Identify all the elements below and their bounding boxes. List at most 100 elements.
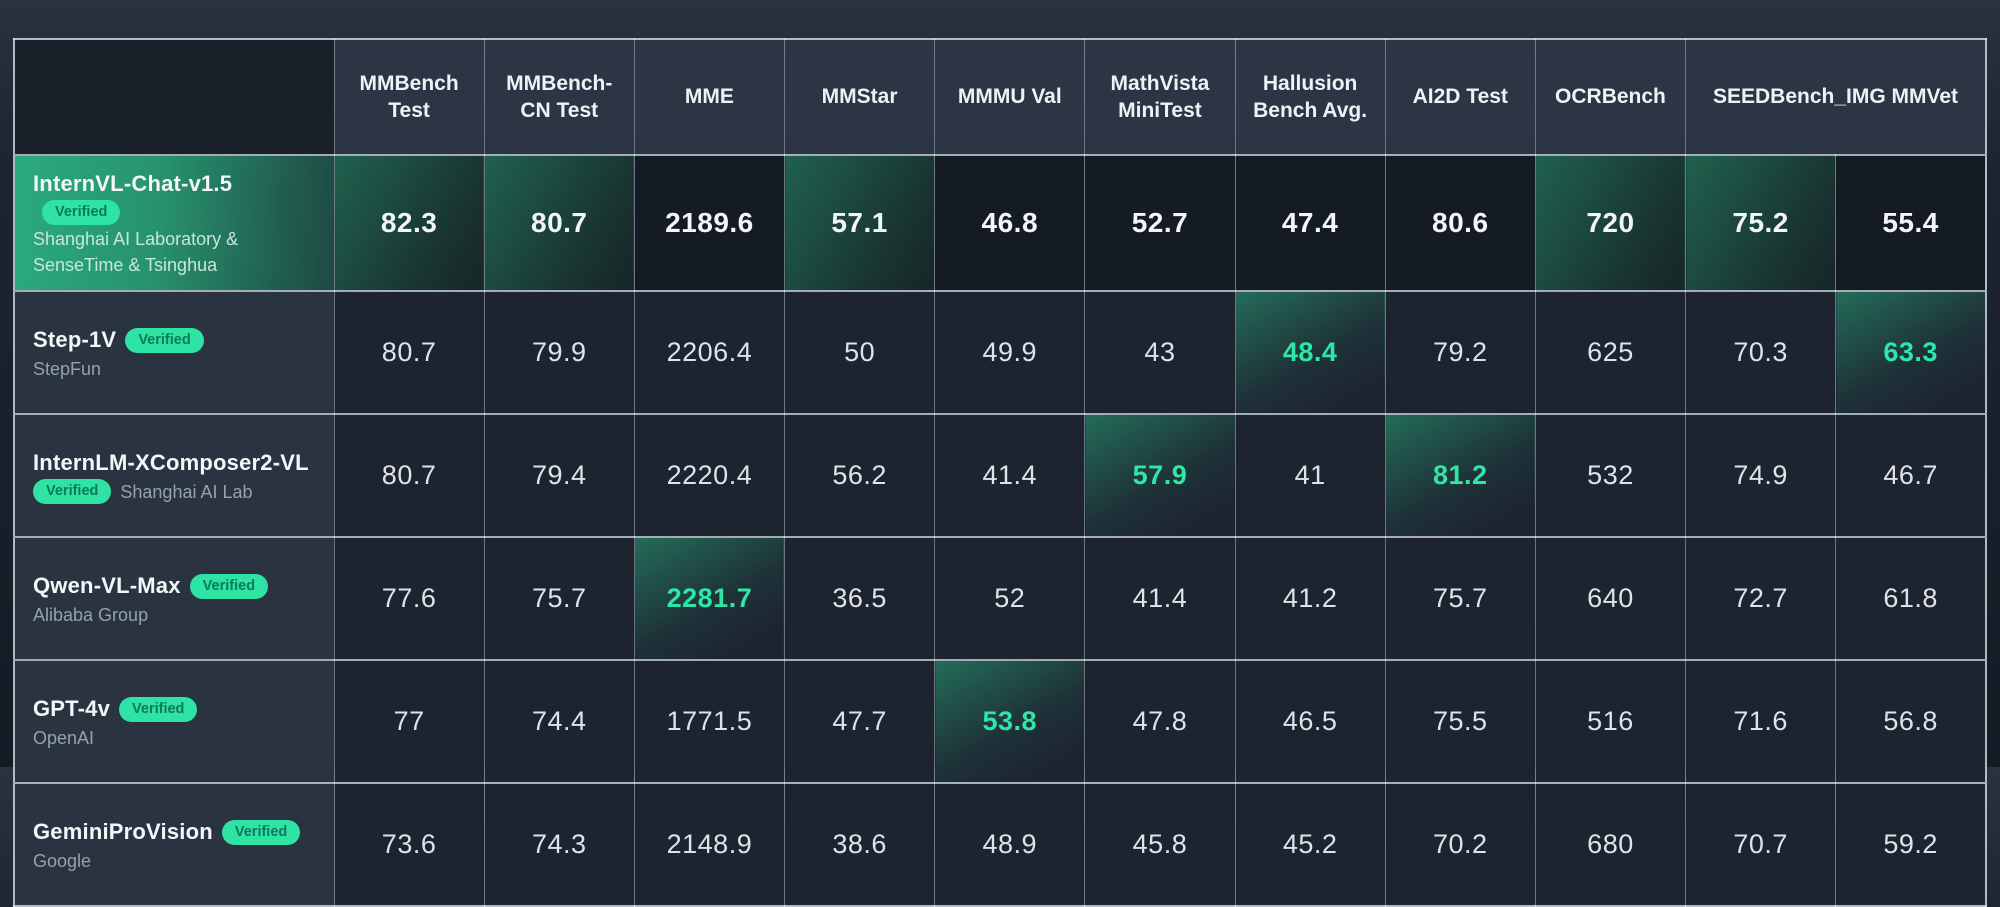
score-cell: 48.9: [934, 782, 1086, 907]
organization-label: OpenAI: [33, 727, 95, 748]
score-cell: 46.5: [1234, 659, 1386, 784]
score-cell: 81.2: [1384, 413, 1536, 538]
header-row: MMBench Test MMBench- CN Test MME MMStar MMM…: [13, 38, 1987, 156]
score-cell: 79.9: [483, 290, 635, 415]
model-name: Step-1V: [33, 326, 117, 352]
score-cell: 56.2: [784, 413, 936, 538]
score-cell: 74.9: [1685, 413, 1837, 538]
table-body: InternVL-Chat-v1.5 Verified Shanghai AI La…: [13, 154, 1987, 907]
model-cell-geminiprovision: GeminiProVision Verified Google: [13, 782, 335, 907]
organization-label: Google: [33, 850, 92, 871]
score-cell: 74.3: [483, 782, 635, 907]
score-cell: 75.7: [483, 536, 635, 661]
model-name: InternVL-Chat-v1.5: [33, 171, 233, 196]
column-header-ai2d-test: AI2D Test: [1384, 38, 1536, 156]
score-cell: 63.3: [1835, 290, 1987, 415]
table-row-internlm-xcomposer2-vl: InternLM-XComposer2-VL Verified Shanghai A…: [13, 413, 1987, 538]
column-header-mmmu-val: MMMU Val: [934, 38, 1086, 156]
score-cell: 43: [1084, 290, 1236, 415]
score-cell: 77.6: [333, 536, 485, 661]
score-cell: 80.7: [483, 154, 635, 292]
model-cell-step-1v: Step-1V Verified StepFun: [13, 290, 335, 415]
score-cell: 45.2: [1234, 782, 1386, 907]
score-cell: 47.8: [1084, 659, 1236, 784]
score-cell: 2189.6: [633, 154, 786, 292]
score-cell: 75.2: [1685, 154, 1837, 292]
table-row-step-1v: Step-1V Verified StepFun 80.7 79.9 2206.4 50 49…: [13, 290, 1987, 415]
benchmark-table: MMBench Test MMBench- CN Test MME MMStar MMM…: [13, 38, 1987, 907]
score-cell: 2220.4: [633, 413, 786, 538]
score-cell: 41.2: [1234, 536, 1386, 661]
score-cell: 53.8: [934, 659, 1086, 784]
score-cell: 49.9: [934, 290, 1086, 415]
score-cell: 47.7: [784, 659, 936, 784]
score-cell: 70.2: [1384, 782, 1536, 907]
verified-badge: Verified: [125, 327, 204, 354]
column-header-mathvista-minitest: MathVista MiniTest: [1084, 38, 1236, 156]
table-row-gpt-4v: GPT-4v Verified OpenAI 77 74.4 1771.5 47.7 53.8…: [13, 659, 1987, 784]
column-header-seedbench-img-mmvet: SEEDBench_IMG MMVet: [1685, 38, 1987, 156]
score-cell: 2148.9: [633, 782, 786, 907]
score-cell: 70.3: [1685, 290, 1837, 415]
score-cell: 50: [784, 290, 936, 415]
score-cell: 41: [1234, 413, 1386, 538]
model-name: InternLM-XComposer2-VL: [33, 449, 309, 475]
score-cell: 640: [1534, 536, 1687, 661]
score-cell: 41.4: [934, 413, 1086, 538]
score-cell: 79.4: [483, 413, 635, 538]
score-cell: 52: [934, 536, 1086, 661]
score-cell: 2206.4: [633, 290, 786, 415]
score-cell: 55.4: [1835, 154, 1987, 292]
score-cell: 72.7: [1685, 536, 1837, 661]
organization-label: StepFun: [33, 358, 102, 379]
score-cell: 38.6: [784, 782, 936, 907]
score-cell: 75.5: [1384, 659, 1536, 784]
score-cell: 74.4: [483, 659, 635, 784]
score-cell: 516: [1534, 659, 1687, 784]
score-cell: 46.7: [1835, 413, 1987, 538]
score-cell: 79.2: [1384, 290, 1536, 415]
verified-badge: Verified: [119, 696, 198, 723]
column-header-mmbench-test: MMBench Test: [333, 38, 485, 156]
score-cell: 56.8: [1835, 659, 1987, 784]
score-cell: 532: [1534, 413, 1687, 538]
corner-cell: [13, 38, 335, 156]
score-cell: 57.9: [1084, 413, 1236, 538]
score-cell: 71.6: [1685, 659, 1837, 784]
score-cell: 77: [333, 659, 485, 784]
score-cell: 73.6: [333, 782, 485, 907]
score-cell: 625: [1534, 290, 1687, 415]
score-cell: 36.5: [784, 536, 936, 661]
column-header-hallusion-bench-avg: Hallusion Bench Avg.: [1234, 38, 1386, 156]
score-cell: 720: [1534, 154, 1687, 292]
score-cell: 47.4: [1234, 154, 1386, 292]
score-cell: 45.8: [1084, 782, 1236, 907]
column-header-ocrbench: OCRBench: [1534, 38, 1687, 156]
score-cell: 680: [1534, 782, 1687, 907]
table-header: MMBench Test MMBench- CN Test MME MMStar MMM…: [13, 38, 1987, 156]
score-cell: 41.4: [1084, 536, 1236, 661]
score-cell: 2281.7: [633, 536, 786, 661]
score-cell: 75.7: [1384, 536, 1536, 661]
organization-label: Shanghai AI Lab: [120, 481, 253, 502]
score-cell: 52.7: [1084, 154, 1236, 292]
leaderboard-table-container: MMBench Test MMBench- CN Test MME MMStar MMM…: [13, 38, 1987, 907]
score-cell: 80.7: [333, 413, 485, 538]
table-row-internvl-chat-v1-5: InternVL-Chat-v1.5 Verified Shanghai AI La…: [13, 154, 1987, 292]
model-cell-gpt-4v: GPT-4v Verified OpenAI: [13, 659, 335, 784]
score-cell: 48.4: [1234, 290, 1386, 415]
verified-badge: Verified: [42, 199, 121, 226]
table-row-qwen-vl-max: Qwen-VL-Max Verified Alibaba Group 77.6 75.7…: [13, 536, 1987, 661]
score-cell: 1771.5: [633, 659, 786, 784]
model-cell-qwen-vl-max: Qwen-VL-Max Verified Alibaba Group: [13, 536, 335, 661]
model-name: Qwen-VL-Max: [33, 572, 181, 598]
column-header-mmbench-cn-test: MMBench- CN Test: [483, 38, 635, 156]
verified-badge: Verified: [221, 819, 301, 846]
model-cell-internlm-xcomposer2-vl: InternLM-XComposer2-VL Verified Shanghai A…: [13, 413, 335, 538]
table-row-geminiprovision: GeminiProVision Verified Google 73.6 74.3 214…: [13, 782, 1987, 907]
score-cell: 59.2: [1835, 782, 1987, 907]
column-header-mme: MME: [633, 38, 786, 156]
score-cell: 80.7: [333, 290, 485, 415]
model-cell-internvl-chat-v1-5: InternVL-Chat-v1.5 Verified Shanghai AI La…: [13, 154, 335, 292]
score-cell: 61.8: [1835, 536, 1987, 661]
